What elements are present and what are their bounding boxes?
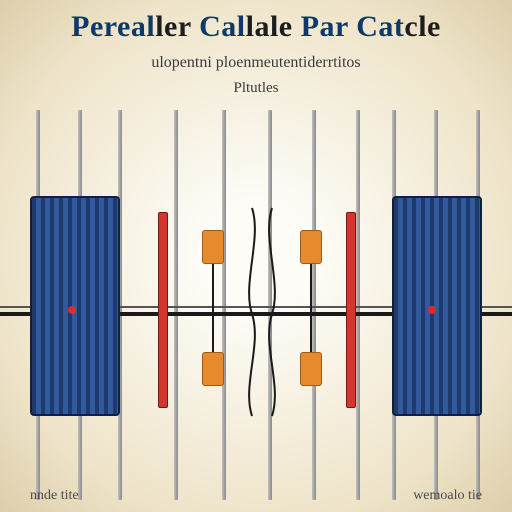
center-wire [269, 208, 275, 416]
center-wire [249, 208, 255, 416]
footer-label-left: nnde tite [30, 488, 79, 504]
center-wire-pair [0, 0, 512, 512]
capacitor-diagram [0, 0, 512, 512]
footer-label-right: wemoalo tie [413, 488, 482, 504]
stage: Perealler Callale Par Catcle ulopentni p… [0, 0, 512, 512]
